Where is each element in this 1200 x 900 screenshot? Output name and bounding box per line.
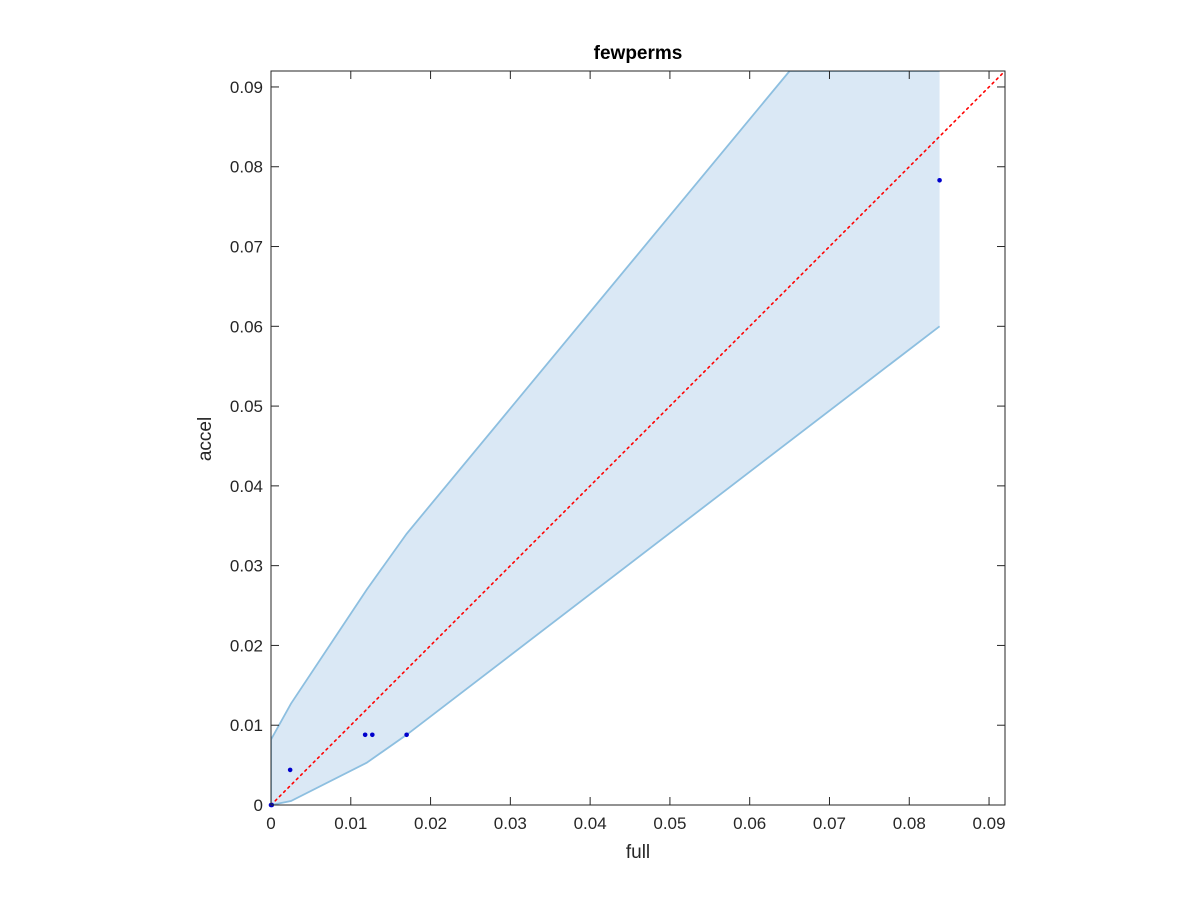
data-point <box>404 732 409 738</box>
x-tick-label: 0.05 <box>653 814 686 833</box>
identity-line <box>271 71 1005 805</box>
x-tick-label: 0.08 <box>893 814 926 833</box>
plot-area-border <box>270 70 1006 806</box>
y-tick-label: 0.04 <box>230 477 263 496</box>
y-tick-label: 0.06 <box>230 317 263 336</box>
band-lower-edge <box>271 325 941 805</box>
y-tick-label: 0.03 <box>230 557 263 576</box>
x-tick-label: 0.06 <box>733 814 766 833</box>
identity-line-layer <box>271 71 1005 805</box>
y-tick-label: 0.01 <box>230 716 263 735</box>
y-tick-label: 0.09 <box>230 78 263 97</box>
data-point <box>370 732 375 738</box>
x-tick-label: 0.07 <box>813 814 846 833</box>
y-tick-label: 0.07 <box>230 238 263 257</box>
y-tick-label: 0 <box>254 796 263 815</box>
data-point <box>937 178 942 183</box>
y-tick-labels: 0 0.01 0.02 0.03 0.04 0.05 0.06 0.07 0.08 0.09 <box>230 78 263 815</box>
y-axis-label: accel <box>195 417 216 461</box>
data-point <box>287 767 293 773</box>
x-tick-label: 0.01 <box>334 814 367 833</box>
x-tick-label: 0.04 <box>574 814 607 833</box>
y-tick-label: 0.05 <box>230 397 263 416</box>
x-tick-labels: 0 0.01 0.02 0.03 0.04 0.05 0.06 0.07 0.08 0.09 <box>266 814 1005 833</box>
x-tick-label: 0.02 <box>414 814 447 833</box>
band-fill <box>271 71 940 805</box>
axis-ticks <box>270 71 1005 806</box>
y-tick-label: 0.08 <box>230 158 263 177</box>
x-axis-label: full <box>626 842 650 863</box>
y-tick-label: 0.02 <box>230 636 263 655</box>
band-upper-edge <box>271 71 940 741</box>
chart-title: fewperms <box>594 43 683 64</box>
data-point <box>362 732 368 738</box>
x-tick-label: 0 <box>266 814 275 833</box>
x-tick-label: 0.09 <box>972 814 1005 833</box>
x-tick-label: 0.03 <box>494 814 527 833</box>
confidence-band <box>271 71 941 805</box>
